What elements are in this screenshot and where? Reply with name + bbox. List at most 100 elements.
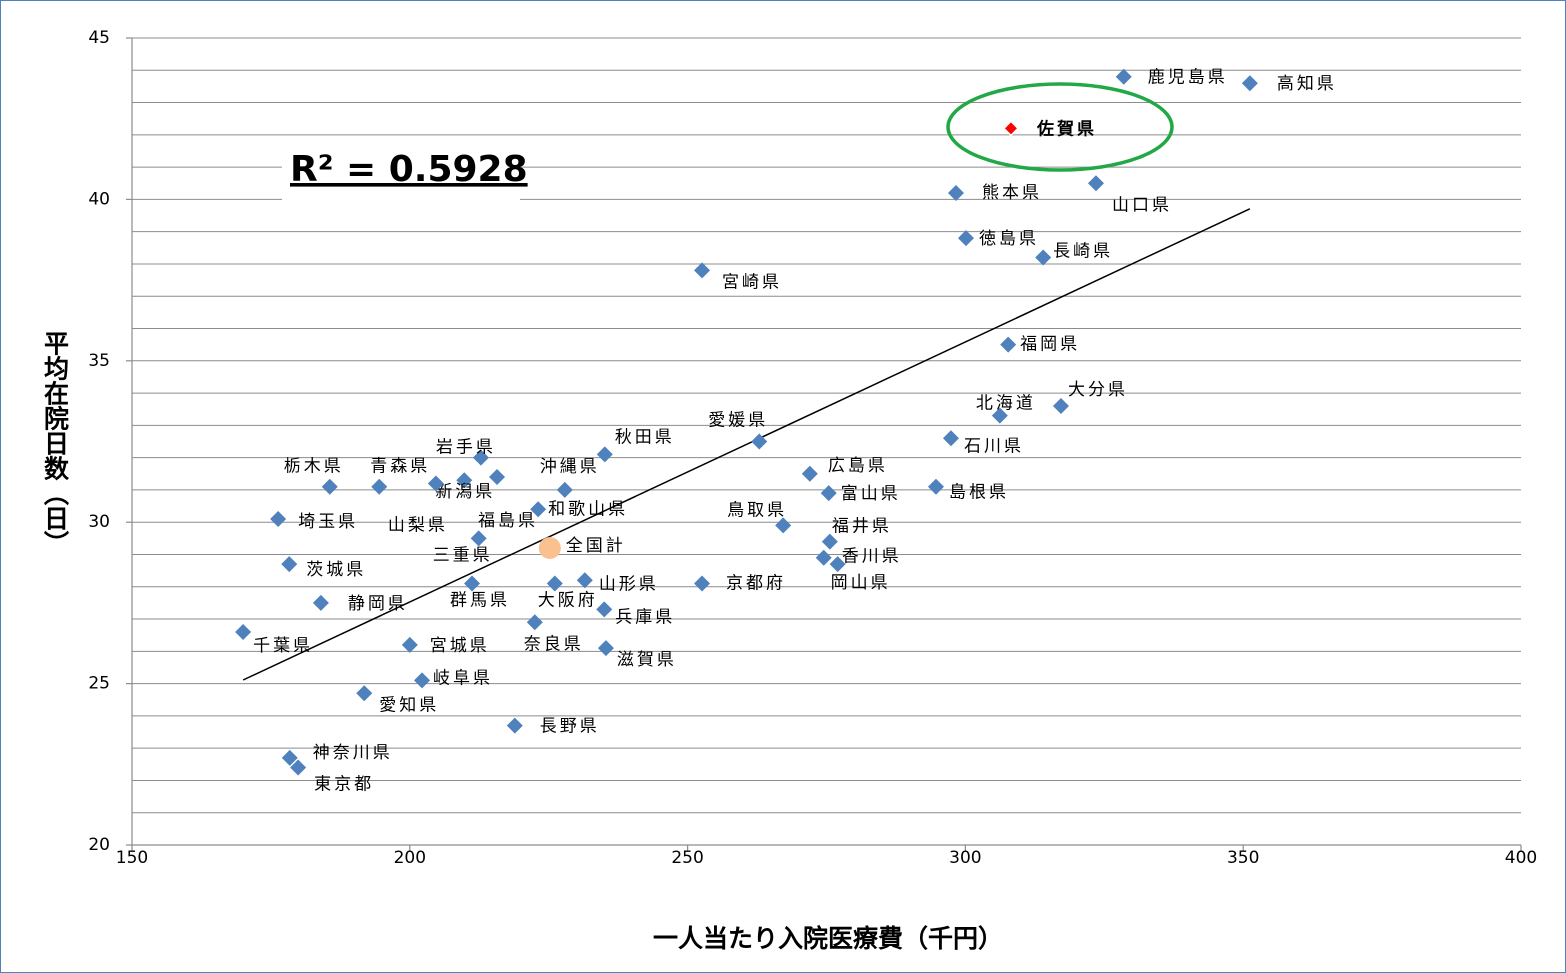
- point-label: 神奈川県: [313, 743, 393, 763]
- point-label: 秋田県: [615, 427, 675, 447]
- point-label: 高知県: [1277, 74, 1337, 94]
- point-label: 長野県: [540, 717, 600, 737]
- point-label: 京都府: [726, 574, 786, 594]
- data-point: [470, 530, 487, 547]
- data-point: [821, 533, 838, 550]
- data-point: [464, 575, 481, 592]
- data-point: [694, 262, 711, 279]
- y-tick-label: 40: [88, 189, 110, 209]
- data-point: [546, 575, 563, 592]
- data-point: [576, 572, 593, 589]
- point-label: 香川県: [842, 547, 902, 567]
- point-label: 茨城県: [306, 560, 366, 580]
- point-label: 島根県: [949, 483, 1009, 503]
- data-point: [472, 449, 489, 466]
- point-label: 佐賀県: [1036, 118, 1097, 139]
- data-point: [820, 485, 837, 502]
- y-tick-label: 30: [88, 512, 110, 532]
- point-label: 富山県: [841, 484, 901, 504]
- point-label: 福島県: [478, 511, 538, 531]
- data-point: [526, 614, 543, 631]
- point-label: 愛知県: [379, 695, 439, 715]
- point-label: 宮城県: [430, 636, 490, 656]
- point-label: 滋賀県: [617, 650, 677, 670]
- y-tick-label: 20: [88, 835, 110, 855]
- y-tick-label: 45: [88, 28, 110, 48]
- data-point: [1241, 75, 1258, 92]
- x-tick-label: 200: [394, 848, 426, 868]
- point-label: 東京都: [314, 775, 374, 795]
- data-point: [281, 749, 298, 766]
- data-point: [290, 759, 307, 776]
- point-label: 鹿児島県: [1148, 68, 1228, 88]
- r-squared: R² = 0.5928: [290, 149, 528, 190]
- point-label: 千葉県: [253, 636, 313, 656]
- point-label: 熊本県: [982, 183, 1042, 203]
- annotation-box: [282, 140, 520, 200]
- data-point: [427, 475, 444, 492]
- point-label: 宮崎県: [722, 272, 782, 292]
- x-tick-label: 250: [671, 848, 703, 868]
- point-label: 大分県: [1068, 380, 1128, 400]
- national-point: [538, 537, 561, 560]
- data-point: [1000, 336, 1017, 353]
- point-label: 岩手県: [436, 438, 496, 458]
- x-tick-label: 350: [1227, 848, 1259, 868]
- point-label: 広島県: [828, 456, 888, 476]
- point-label: 徳島県: [979, 229, 1039, 249]
- point-label: 鳥取県: [727, 500, 787, 520]
- point-label: 長崎県: [1053, 242, 1113, 262]
- point-label: 兵庫県: [615, 607, 675, 627]
- data-point: [321, 478, 338, 495]
- point-label: 和歌山県: [548, 499, 628, 519]
- point-label: 岐阜県: [433, 668, 493, 688]
- data-point: [371, 478, 388, 495]
- data-point: [947, 184, 964, 201]
- data-point: [596, 601, 613, 618]
- point-label: 沖縄県: [540, 457, 600, 477]
- data-point: [829, 556, 846, 573]
- point-label: 山梨県: [388, 515, 448, 535]
- point-label: 奈良県: [524, 634, 584, 654]
- point-label: 三重県: [433, 545, 493, 565]
- point-label: 北海道: [976, 394, 1036, 414]
- point-label: 静岡県: [348, 594, 408, 614]
- data-point: [1087, 175, 1104, 192]
- data-point: [506, 717, 523, 734]
- point-label: 群馬県: [450, 591, 510, 611]
- point-label: 青森県: [370, 457, 430, 477]
- data-point: [414, 672, 431, 689]
- point-label: 石川県: [964, 436, 1024, 456]
- point-label: 愛媛県: [708, 411, 768, 431]
- data-point: [489, 469, 506, 486]
- point-label: 山口県: [1112, 195, 1172, 215]
- data-point: [1035, 249, 1052, 266]
- data-point: [281, 556, 298, 573]
- point-label: 新潟県: [435, 482, 495, 502]
- point-label: 栃木県: [284, 457, 344, 477]
- data-point: [401, 636, 418, 653]
- point-label: 大阪府: [538, 591, 598, 611]
- data-point: [312, 594, 329, 611]
- data-point: [1052, 397, 1069, 414]
- data-point: [596, 446, 613, 463]
- highlight-ellipse: [946, 82, 1174, 172]
- data-point: [235, 623, 252, 640]
- x-tick-label: 400: [1505, 848, 1537, 868]
- x-axis-title: 一人当たり入院医療費（千円）: [653, 924, 1003, 953]
- y-axis-title: 平均在院日数（日）: [41, 331, 70, 556]
- x-tick-label: 300: [949, 848, 981, 868]
- national-label: 全国計: [566, 536, 626, 556]
- data-point: [597, 640, 614, 657]
- data-point: [356, 685, 373, 702]
- trend-layer: [242, 208, 1251, 681]
- y-tick-label: 25: [88, 674, 110, 694]
- point-label: 福井県: [832, 517, 892, 537]
- data-point: [957, 230, 974, 247]
- point-label: 福岡県: [1020, 335, 1080, 355]
- data-point: [1002, 120, 1020, 137]
- data-point: [815, 549, 832, 566]
- data-point: [927, 478, 944, 495]
